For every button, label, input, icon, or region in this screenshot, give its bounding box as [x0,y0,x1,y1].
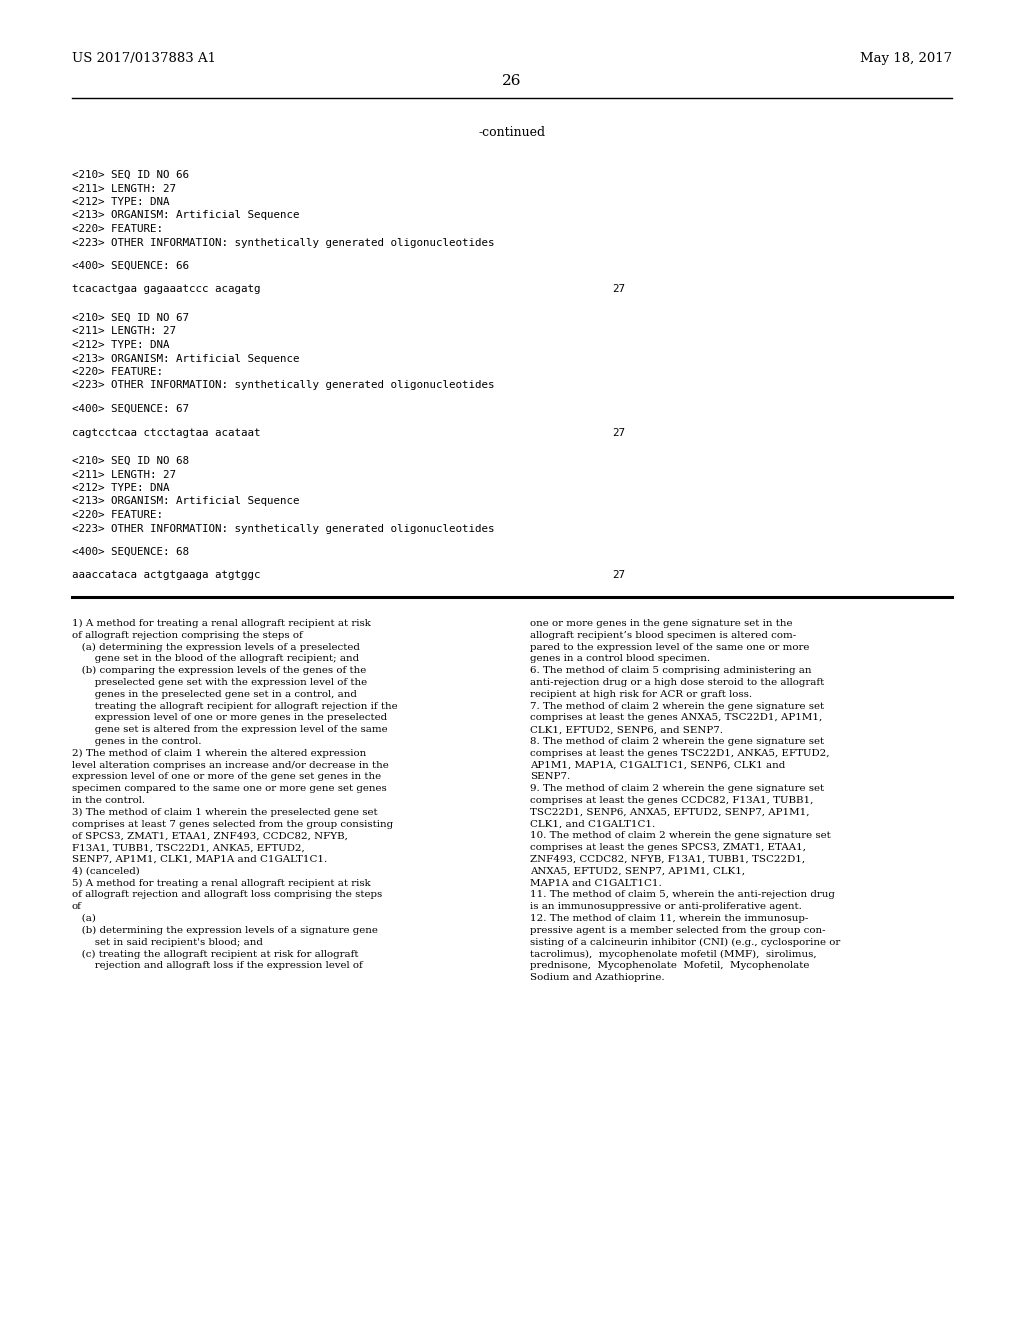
Text: <211> LENGTH: 27: <211> LENGTH: 27 [72,470,176,479]
Text: cagtcctcaa ctcctagtaa acataat: cagtcctcaa ctcctagtaa acataat [72,428,260,437]
Text: <211> LENGTH: 27: <211> LENGTH: 27 [72,183,176,194]
Text: sisting of a calcineurin inhibitor (CNI) (e.g., cyclosporine or: sisting of a calcineurin inhibitor (CNI)… [530,937,841,946]
Text: CLK1, EFTUD2, SENP6, and SENP7.: CLK1, EFTUD2, SENP6, and SENP7. [530,725,723,734]
Text: comprises at least the genes SPCS3, ZMAT1, ETAA1,: comprises at least the genes SPCS3, ZMAT… [530,843,806,853]
Text: 8. The method of claim 2 wherein the gene signature set: 8. The method of claim 2 wherein the gen… [530,737,824,746]
Text: <210> SEQ ID NO 66: <210> SEQ ID NO 66 [72,170,189,180]
Text: <211> LENGTH: 27: <211> LENGTH: 27 [72,326,176,337]
Text: <223> OTHER INFORMATION: synthetically generated oligonucleotides: <223> OTHER INFORMATION: synthetically g… [72,238,495,248]
Text: F13A1, TUBB1, TSC22D1, ANKA5, EFTUD2,: F13A1, TUBB1, TSC22D1, ANKA5, EFTUD2, [72,843,305,853]
Text: 27: 27 [612,570,625,581]
Text: -continued: -continued [478,125,546,139]
Text: ZNF493, CCDC82, NFYB, F13A1, TUBB1, TSC22D1,: ZNF493, CCDC82, NFYB, F13A1, TUBB1, TSC2… [530,855,805,865]
Text: <212> TYPE: DNA: <212> TYPE: DNA [72,197,170,207]
Text: comprises at least the genes ANXA5, TSC22D1, AP1M1,: comprises at least the genes ANXA5, TSC2… [530,713,822,722]
Text: <400> SEQUENCE: 68: <400> SEQUENCE: 68 [72,546,189,557]
Text: is an immunosuppressive or anti-proliferative agent.: is an immunosuppressive or anti-prolifer… [530,902,802,911]
Text: tacrolimus),  mycophenolate mofetil (MMF),  sirolimus,: tacrolimus), mycophenolate mofetil (MMF)… [530,949,816,958]
Text: <213> ORGANISM: Artificial Sequence: <213> ORGANISM: Artificial Sequence [72,354,299,363]
Text: of allograft rejection and allograft loss comprising the steps: of allograft rejection and allograft los… [72,891,382,899]
Text: 27: 27 [612,285,625,294]
Text: of SPCS3, ZMAT1, ETAA1, ZNF493, CCDC82, NFYB,: of SPCS3, ZMAT1, ETAA1, ZNF493, CCDC82, … [72,832,348,841]
Text: ANXA5, EFTUD2, SENP7, AP1M1, CLK1,: ANXA5, EFTUD2, SENP7, AP1M1, CLK1, [530,867,745,875]
Text: treating the allograft recipient for allograft rejection if the: treating the allograft recipient for all… [72,702,397,710]
Text: genes in the preselected gene set in a control, and: genes in the preselected gene set in a c… [72,690,357,698]
Text: of allograft rejection comprising the steps of: of allograft rejection comprising the st… [72,631,303,640]
Text: one or more genes in the gene signature set in the: one or more genes in the gene signature … [530,619,793,628]
Text: specimen compared to the same one or more gene set genes: specimen compared to the same one or mor… [72,784,387,793]
Text: CLK1, and C1GALT1C1.: CLK1, and C1GALT1C1. [530,820,655,829]
Text: comprises at least 7 genes selected from the group consisting: comprises at least 7 genes selected from… [72,820,393,829]
Text: (a): (a) [72,913,96,923]
Text: <220> FEATURE:: <220> FEATURE: [72,510,163,520]
Text: gene set in the blood of the allograft recipient; and: gene set in the blood of the allograft r… [72,655,359,664]
Text: 11. The method of claim 5, wherein the anti-rejection drug: 11. The method of claim 5, wherein the a… [530,891,835,899]
Text: 5) A method for treating a renal allograft recipient at risk: 5) A method for treating a renal allogra… [72,879,371,888]
Text: 1) A method for treating a renal allograft recipient at risk: 1) A method for treating a renal allogra… [72,619,371,628]
Text: 9. The method of claim 2 wherein the gene signature set: 9. The method of claim 2 wherein the gen… [530,784,824,793]
Text: US 2017/0137883 A1: US 2017/0137883 A1 [72,51,216,65]
Text: 2) The method of claim 1 wherein the altered expression: 2) The method of claim 1 wherein the alt… [72,748,367,758]
Text: <400> SEQUENCE: 67: <400> SEQUENCE: 67 [72,404,189,414]
Text: aaaccataca actgtgaaga atgtggc: aaaccataca actgtgaaga atgtggc [72,570,260,581]
Text: 3) The method of claim 1 wherein the preselected gene set: 3) The method of claim 1 wherein the pre… [72,808,378,817]
Text: (b) determining the expression levels of a signature gene: (b) determining the expression levels of… [72,925,378,935]
Text: 27: 27 [612,428,625,437]
Text: level alteration comprises an increase and/or decrease in the: level alteration comprises an increase a… [72,760,389,770]
Text: comprises at least the genes TSC22D1, ANKA5, EFTUD2,: comprises at least the genes TSC22D1, AN… [530,748,829,758]
Text: genes in a control blood specimen.: genes in a control blood specimen. [530,655,710,664]
Text: <400> SEQUENCE: 66: <400> SEQUENCE: 66 [72,261,189,271]
Text: 10. The method of claim 2 wherein the gene signature set: 10. The method of claim 2 wherein the ge… [530,832,830,841]
Text: TSC22D1, SENP6, ANXA5, EFTUD2, SENP7, AP1M1,: TSC22D1, SENP6, ANXA5, EFTUD2, SENP7, AP… [530,808,810,817]
Text: comprises at least the genes CCDC82, F13A1, TUBB1,: comprises at least the genes CCDC82, F13… [530,796,813,805]
Text: expression level of one or more genes in the preselected: expression level of one or more genes in… [72,713,387,722]
Text: 12. The method of claim 11, wherein the immunosup-: 12. The method of claim 11, wherein the … [530,913,808,923]
Text: 6. The method of claim 5 comprising administering an: 6. The method of claim 5 comprising admi… [530,667,811,676]
Text: <212> TYPE: DNA: <212> TYPE: DNA [72,483,170,492]
Text: of: of [72,902,82,911]
Text: 4) (canceled): 4) (canceled) [72,867,139,875]
Text: (a) determining the expression levels of a preselected: (a) determining the expression levels of… [72,643,359,652]
Text: 26: 26 [502,74,522,88]
Text: allograft recipient’s blood specimen is altered com-: allograft recipient’s blood specimen is … [530,631,797,640]
Text: AP1M1, MAP1A, C1GALT1C1, SENP6, CLK1 and: AP1M1, MAP1A, C1GALT1C1, SENP6, CLK1 and [530,760,785,770]
Text: <213> ORGANISM: Artificial Sequence: <213> ORGANISM: Artificial Sequence [72,496,299,507]
Text: Sodium and Azathioprine.: Sodium and Azathioprine. [530,973,665,982]
Text: (c) treating the allograft recipient at risk for allograft: (c) treating the allograft recipient at … [72,949,358,958]
Text: <213> ORGANISM: Artificial Sequence: <213> ORGANISM: Artificial Sequence [72,210,299,220]
Text: recipient at high risk for ACR or graft loss.: recipient at high risk for ACR or graft … [530,690,752,698]
Text: in the control.: in the control. [72,796,145,805]
Text: preselected gene set with the expression level of the: preselected gene set with the expression… [72,678,368,686]
Text: <223> OTHER INFORMATION: synthetically generated oligonucleotides: <223> OTHER INFORMATION: synthetically g… [72,380,495,391]
Text: <220> FEATURE:: <220> FEATURE: [72,367,163,378]
Text: prednisone,  Mycophenolate  Mofetil,  Mycophenolate: prednisone, Mycophenolate Mofetil, Mycop… [530,961,809,970]
Text: May 18, 2017: May 18, 2017 [860,51,952,65]
Text: pared to the expression level of the same one or more: pared to the expression level of the sam… [530,643,809,652]
Text: MAP1A and C1GALT1C1.: MAP1A and C1GALT1C1. [530,879,662,887]
Text: <210> SEQ ID NO 68: <210> SEQ ID NO 68 [72,455,189,466]
Text: expression level of one or more of the gene set genes in the: expression level of one or more of the g… [72,772,381,781]
Text: genes in the control.: genes in the control. [72,737,202,746]
Text: <223> OTHER INFORMATION: synthetically generated oligonucleotides: <223> OTHER INFORMATION: synthetically g… [72,524,495,533]
Text: pressive agent is a member selected from the group con-: pressive agent is a member selected from… [530,925,825,935]
Text: <212> TYPE: DNA: <212> TYPE: DNA [72,341,170,350]
Text: set in said recipient's blood; and: set in said recipient's blood; and [72,937,263,946]
Text: (b) comparing the expression levels of the genes of the: (b) comparing the expression levels of t… [72,667,367,676]
Text: <220> FEATURE:: <220> FEATURE: [72,224,163,234]
Text: tcacactgaa gagaaatccc acagatg: tcacactgaa gagaaatccc acagatg [72,285,260,294]
Text: gene set is altered from the expression level of the same: gene set is altered from the expression … [72,725,388,734]
Text: SENP7.: SENP7. [530,772,570,781]
Text: anti-rejection drug or a high dose steroid to the allograft: anti-rejection drug or a high dose stero… [530,678,824,686]
Text: SENP7, AP1M1, CLK1, MAP1A and C1GALT1C1.: SENP7, AP1M1, CLK1, MAP1A and C1GALT1C1. [72,855,328,865]
Text: <210> SEQ ID NO 67: <210> SEQ ID NO 67 [72,313,189,323]
Text: 7. The method of claim 2 wherein the gene signature set: 7. The method of claim 2 wherein the gen… [530,702,824,710]
Text: rejection and allograft loss if the expression level of: rejection and allograft loss if the expr… [72,961,362,970]
